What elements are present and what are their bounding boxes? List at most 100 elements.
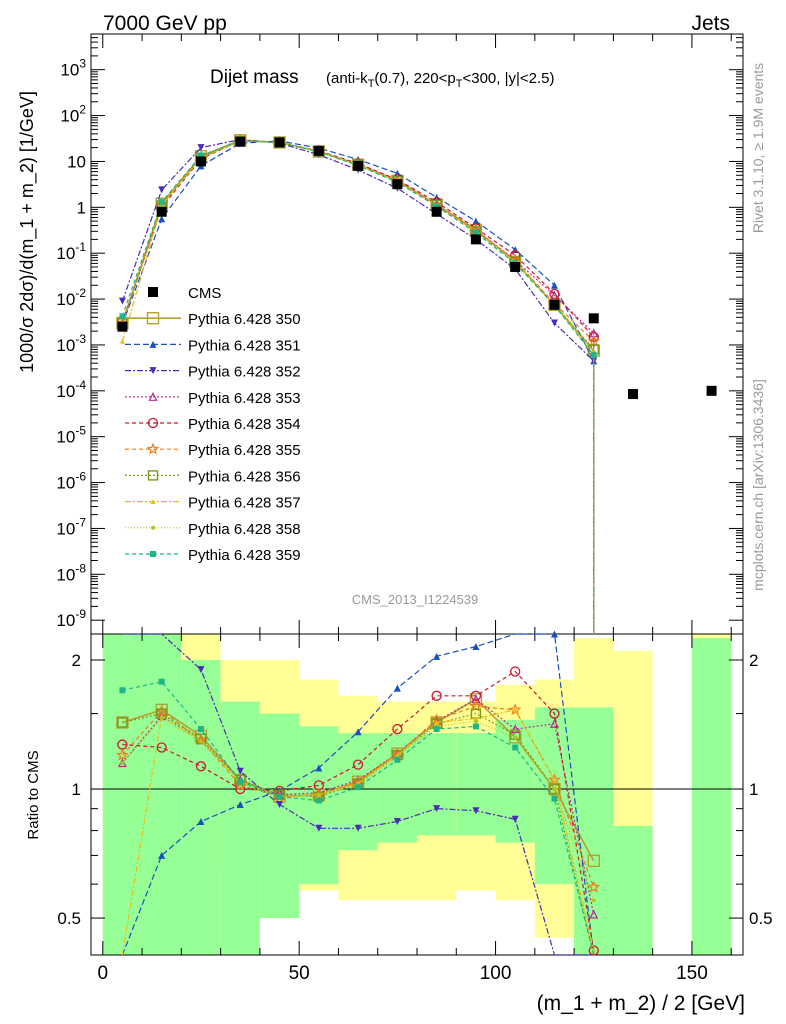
ratio-tick-label: 1 [72,780,81,799]
cms-point [588,313,599,324]
ratio-point [237,778,244,785]
band-green-5 [299,726,339,885]
legend-label: Pythia 6.428 354 [188,416,301,433]
ratio-point [392,723,403,735]
series-point [118,297,126,305]
legend-entry-1: Pythia 6.428 351 [125,337,301,354]
legend-entry-7: Pythia 6.428 357 [125,495,301,512]
header-left: 7000 GeV pp [103,12,227,35]
legend-marker [147,417,159,429]
cms-point [706,385,717,396]
legend: CMS Pythia 6.428 350 Pythia 6.428 351 Pythi… [125,285,301,564]
legend-marker [146,442,160,455]
y-tick-label: 103 [60,57,86,80]
ratio-uncertainty-bands [102,634,732,955]
cms-point [156,206,167,217]
cms-point [470,234,481,245]
legend-entry-3: Pythia 6.428 353 [125,390,301,407]
ratio-point [512,744,519,751]
ratio-point [393,684,401,692]
band-green-0 [102,634,143,955]
ratio-point [354,824,362,832]
ratio-point [120,761,125,766]
chart-title: Dijet mass [210,67,299,88]
chart-subtitle: (anti-kT(0.7), 220<pT<300, |y|<2.5) [326,70,555,90]
ratio-point [276,801,284,809]
ratio-tick-label-right: 1 [749,780,758,799]
series-point [550,319,558,327]
ratio-point [116,748,129,761]
ratio-point [159,716,164,721]
y-tick-label: 10-4 [56,378,86,401]
legend-label: Pythia 6.428 353 [188,390,301,407]
ratio-point [315,797,322,804]
y-tick-label: 10-1 [56,240,86,263]
legend-label: Pythia 6.428 357 [188,495,301,512]
analysis-label: CMS_2013_I1224539 [352,592,479,607]
band-green-8 [417,733,457,836]
y-tick-label: 10-8 [56,561,86,584]
ratio-point [195,761,207,772]
legend-marker [146,312,160,325]
legend-label: Pythia 6.428 352 [188,364,301,381]
ratio-point [472,807,480,815]
ratio-point [316,792,321,797]
band-green-2 [181,660,221,955]
ratio-point [433,652,441,660]
legend-entry-0: Pythia 6.428 350 [125,311,301,328]
series-point [590,352,597,359]
series-point [472,217,480,225]
rivet-label: Rivet 3.1.10, ≥ 1.9M events [750,63,766,233]
ratio-point [587,880,600,893]
y-tick-label: 1 [77,198,86,217]
series-point [433,203,440,210]
y-tick-label: 10-5 [56,424,86,447]
ratio-point [234,778,247,791]
band-green-13 [613,825,653,955]
ratio-point [315,824,323,832]
legend-label: CMS [188,285,221,302]
series-point [158,215,166,223]
ratio-point [510,666,521,677]
ratio-point [158,678,165,685]
legend-marker [148,391,158,401]
ratio-point [431,690,442,701]
legend-entry-8: Pythia 6.428 358 [125,521,301,538]
series-point [197,144,205,152]
cms-data-points [117,136,717,400]
ratio-tick-label: 0.5 [57,909,81,928]
legend-entry-5: Pythia 6.428 355 [125,442,301,459]
ratio-point [117,717,128,728]
cms-point [195,156,206,167]
series-point [119,338,125,344]
cms-point [510,262,521,273]
cms-point [274,137,285,148]
x-axis-label: (m_1 + m_2) / 2 [GeV] [537,992,745,1015]
ratio-point [550,630,558,638]
ratio-point [433,726,440,733]
ratio-point [591,898,596,903]
y-axis-label: 1000/σ 2dσ)/d(m_1 + m_2) [1/GeV] [17,91,38,373]
series-point [550,281,558,289]
main-frame [90,33,744,635]
ratio-point [352,759,364,770]
ratio-point [197,817,205,825]
ratio-point [315,764,323,772]
y-tick-label: 102 [60,103,86,126]
legend-marker [150,499,156,505]
legend-marker [147,470,159,481]
y-tick-label: 10-3 [56,332,86,355]
cms-point [353,160,364,171]
ratio-point [469,693,483,706]
series-point [119,313,126,320]
ratio-point [513,735,518,740]
ratio-point [276,793,283,800]
ratio-point [589,909,599,919]
ratio-point [587,854,600,868]
legend-label: Pythia 6.428 355 [188,442,301,459]
ratio-point [433,805,441,813]
ratio-point [472,643,480,651]
ratio-point [510,724,520,734]
x-tick-label: 0 [97,963,108,984]
